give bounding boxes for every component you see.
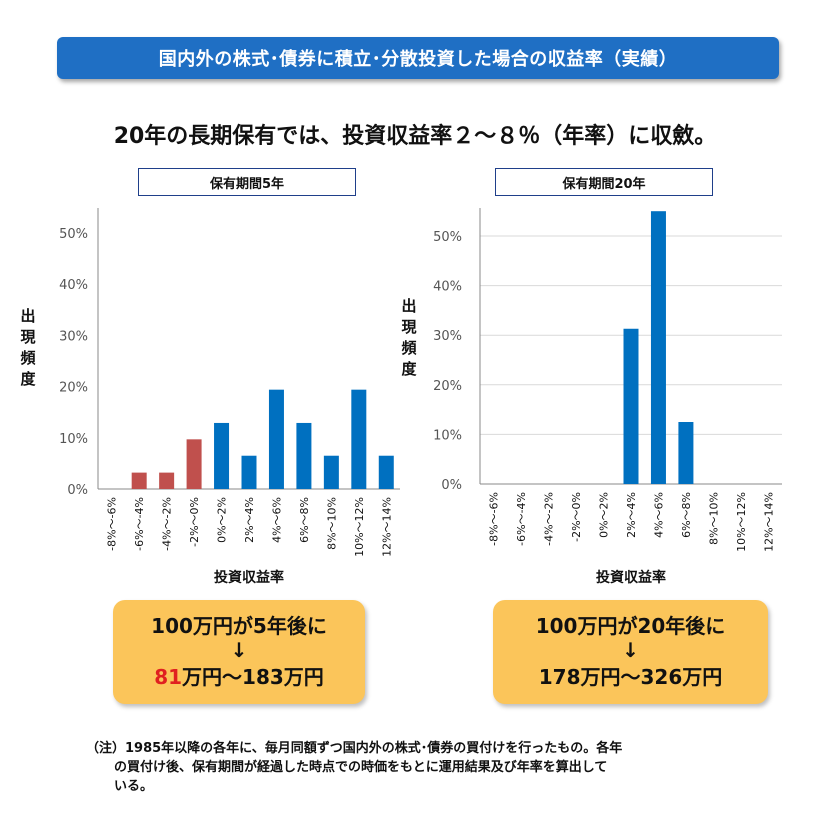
xlabel-20y: 投資収益率 bbox=[596, 569, 666, 586]
ytick-label-5y: 20% bbox=[59, 381, 88, 396]
ytick-label-20y: 10% bbox=[433, 428, 462, 443]
ylabel-5y: 出現頻度 bbox=[20, 307, 36, 388]
arrow-down-icon: ↓ bbox=[230, 638, 248, 662]
xtick-label-5y: -8%～-6% bbox=[106, 497, 119, 551]
result-5y-min: 81 bbox=[154, 665, 183, 689]
footnote-line1: （注）1985年以降の各年に、毎月同額ずつ国内外の株式･債券の買付けを行ったもの… bbox=[86, 741, 623, 756]
subtitle: 20年の長期保有では、投資収益率２～８％（年率）に収斂。 bbox=[113, 124, 717, 149]
result-box-20y: 100万円が20年後に ↓ 178万円～326万円 bbox=[493, 600, 768, 704]
footnote-line3: いる。 bbox=[114, 779, 154, 794]
ylabel-20y: 出現頻度 bbox=[401, 297, 417, 378]
xtick-label-20y: -4%～-2% bbox=[543, 492, 556, 546]
xtick-label-5y: 6%～8% bbox=[298, 497, 311, 543]
result-box-5y: 100万円が5年後に ↓ 81万円～183万円 bbox=[113, 600, 365, 704]
result-5y-range: 万円～183万円 bbox=[182, 665, 324, 689]
bar-5y bbox=[186, 439, 202, 489]
ytick-label-5y: 10% bbox=[59, 432, 88, 447]
xtick-label-20y: -8%～-6% bbox=[488, 492, 501, 546]
xtick-label-20y: 2%～4% bbox=[625, 492, 638, 538]
footnote-line2: の買付け後、保有期間が経過した時点での時価をもとに運用結果及び年率を算出して bbox=[114, 760, 608, 775]
result-20y-line3: 178万円～326万円 bbox=[538, 665, 723, 689]
result-5y-line1: 100万円が5年後に bbox=[151, 614, 327, 638]
charts-svg: 0% 10% 20% 30% 40% 50% -8%～-6% -6%～-4% -4%～-2% -2… bbox=[59, 208, 782, 586]
xtick-label-5y: 2%～4% bbox=[243, 497, 256, 543]
bar-20y bbox=[650, 211, 666, 484]
xtick-label-5y: 12%～14% bbox=[380, 497, 393, 557]
ytick-label-20y: 30% bbox=[433, 329, 462, 344]
xtick-label-20y: -6%～-4% bbox=[515, 492, 528, 546]
bar-20y bbox=[678, 422, 694, 484]
xlabel-5y: 投資収益率 bbox=[214, 569, 284, 586]
bar-5y bbox=[159, 472, 175, 489]
xtick-label-20y: 6%～8% bbox=[680, 492, 693, 538]
chart-title-5y: 保有期間5年 bbox=[138, 168, 356, 196]
xtick-label-5y: -6%～-4% bbox=[133, 497, 146, 551]
bar-5y bbox=[131, 472, 147, 489]
ytick-label-5y: 50% bbox=[59, 227, 88, 242]
ytick-label-20y: 40% bbox=[433, 280, 462, 295]
bar-5y bbox=[351, 389, 367, 489]
bar-5y bbox=[214, 422, 230, 489]
ytick-label-5y: 40% bbox=[59, 278, 88, 293]
xtick-label-5y: 0%～2% bbox=[216, 497, 229, 543]
ytick-label-5y: 30% bbox=[59, 329, 88, 344]
ytick-label-20y: 20% bbox=[433, 379, 462, 394]
chart-title-20y: 保有期間20年 bbox=[495, 168, 713, 196]
xtick-label-20y: 4%～6% bbox=[652, 492, 665, 538]
ytick-label-20y: 0% bbox=[441, 478, 462, 493]
ytick-label-20y: 50% bbox=[433, 230, 462, 245]
bar-5y bbox=[268, 389, 284, 489]
result-5y-line3: 81万円～183万円 bbox=[113, 661, 365, 690]
bar-5y bbox=[296, 422, 312, 489]
xtick-label-20y: 12%～14% bbox=[762, 492, 775, 552]
xtick-label-5y: 8%～10% bbox=[325, 497, 338, 550]
bar-5y bbox=[323, 455, 339, 489]
banner-title: 国内外の株式･債券に積立･分散投資した場合の収益率（実績） bbox=[57, 37, 779, 79]
bar-20y bbox=[623, 328, 639, 484]
xtick-label-5y: 10%～12% bbox=[353, 497, 366, 557]
bar-5y bbox=[241, 455, 257, 489]
bar-5y bbox=[378, 455, 394, 489]
xtick-label-20y: 0%～2% bbox=[598, 492, 611, 538]
xtick-label-20y: 8%～10% bbox=[707, 492, 720, 545]
ytick-label-5y: 0% bbox=[67, 483, 88, 498]
result-20y-line1: 100万円が20年後に bbox=[535, 614, 726, 638]
xtick-label-5y: -2%～0% bbox=[188, 497, 201, 547]
xtick-label-5y: 4%～6% bbox=[270, 497, 283, 543]
xtick-label-20y: -2%～0% bbox=[570, 492, 583, 542]
footnote: （注）1985年以降の各年に、毎月同額ずつ国内外の株式･債券の買付けを行ったもの… bbox=[86, 739, 786, 796]
arrow-down-icon: ↓ bbox=[622, 638, 639, 662]
xtick-label-20y: 10%～12% bbox=[735, 492, 748, 552]
xtick-label-5y: -4%～-2% bbox=[161, 497, 174, 551]
